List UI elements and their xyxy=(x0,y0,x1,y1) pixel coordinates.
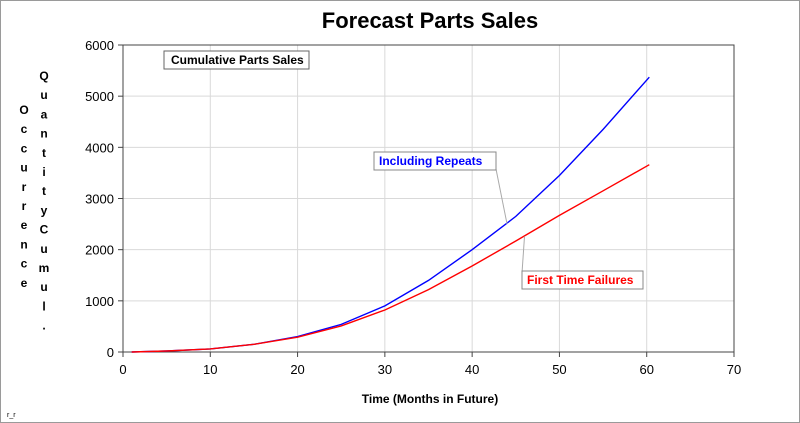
series-label-including-repeats: Including Repeats xyxy=(379,154,483,168)
leader-including-repeats xyxy=(495,168,508,225)
y-label-char: n xyxy=(20,237,27,251)
annotation-box: Cumulative Parts Sales xyxy=(163,50,310,70)
y-label-char: e xyxy=(21,218,28,232)
x-tick-label-0: 0 xyxy=(119,362,126,377)
y-tick-label-6000: 6000 xyxy=(85,38,114,53)
y-tick-label-0: 0 xyxy=(107,345,114,360)
x-tick-label-20: 20 xyxy=(290,362,304,377)
series-line-including-repeats xyxy=(131,76,650,353)
y-label-char: u xyxy=(40,88,47,102)
y-tick-label-1000: 1000 xyxy=(85,294,114,309)
y-label-char: r xyxy=(22,180,27,194)
y-label-char: u xyxy=(40,242,47,256)
leader-lines xyxy=(495,168,526,274)
legend-first-time-failures: First Time Failures xyxy=(521,270,644,290)
y-label-char: r xyxy=(22,199,27,213)
leader-first-time-failures xyxy=(521,236,526,274)
annotation-text: Cumulative Parts Sales xyxy=(171,53,304,67)
y-label-char: e xyxy=(21,276,28,290)
y-label-char: i xyxy=(42,165,45,179)
y-label-char: u xyxy=(20,161,27,175)
x-tick-label-70: 70 xyxy=(727,362,741,377)
x-axis-label: Time (Months in Future) xyxy=(362,392,498,406)
chart-title: Forecast Parts Sales xyxy=(322,8,538,33)
y-tick-label-2000: 2000 xyxy=(85,243,114,258)
x-tick-label-40: 40 xyxy=(465,362,479,377)
x-tick-label-10: 10 xyxy=(203,362,217,377)
y-label-char: C xyxy=(40,223,49,237)
y-label-char: c xyxy=(21,257,28,271)
y-label-char: . xyxy=(42,319,45,333)
y-label-char: Q xyxy=(39,69,48,83)
y-label-char: n xyxy=(40,127,47,141)
y-label-char: a xyxy=(41,107,48,121)
y-label-char: t xyxy=(42,146,46,160)
legend-including-repeats: Including Repeats xyxy=(373,151,497,171)
y-label-char: c xyxy=(21,141,28,155)
y-label-char: y xyxy=(41,203,48,217)
y-label-char: O xyxy=(19,103,28,117)
x-tick-label-50: 50 xyxy=(552,362,566,377)
footnote-mark: r_r xyxy=(7,412,16,419)
series-lines xyxy=(131,76,650,353)
y-label-char: c xyxy=(21,122,28,136)
y-label-char: m xyxy=(39,261,50,275)
series-line-first-time-failures xyxy=(131,164,650,353)
y-tick-label-3000: 3000 xyxy=(85,192,114,207)
y-label-char: u xyxy=(40,280,47,294)
y-label-char: t xyxy=(42,184,46,198)
x-tick-label-30: 30 xyxy=(378,362,392,377)
y-tick-label-5000: 5000 xyxy=(85,89,114,104)
x-tick-label-60: 60 xyxy=(639,362,653,377)
axis-ticks: 0 10 20 30 40 50 60 70 0 1000 2000 3000 4000 5000 6000 xyxy=(85,38,741,377)
y-tick-label-4000: 4000 xyxy=(85,140,114,155)
y-label-char: l xyxy=(42,299,45,313)
gridlines xyxy=(123,45,734,352)
series-label-first-time-failures: First Time Failures xyxy=(527,273,634,287)
